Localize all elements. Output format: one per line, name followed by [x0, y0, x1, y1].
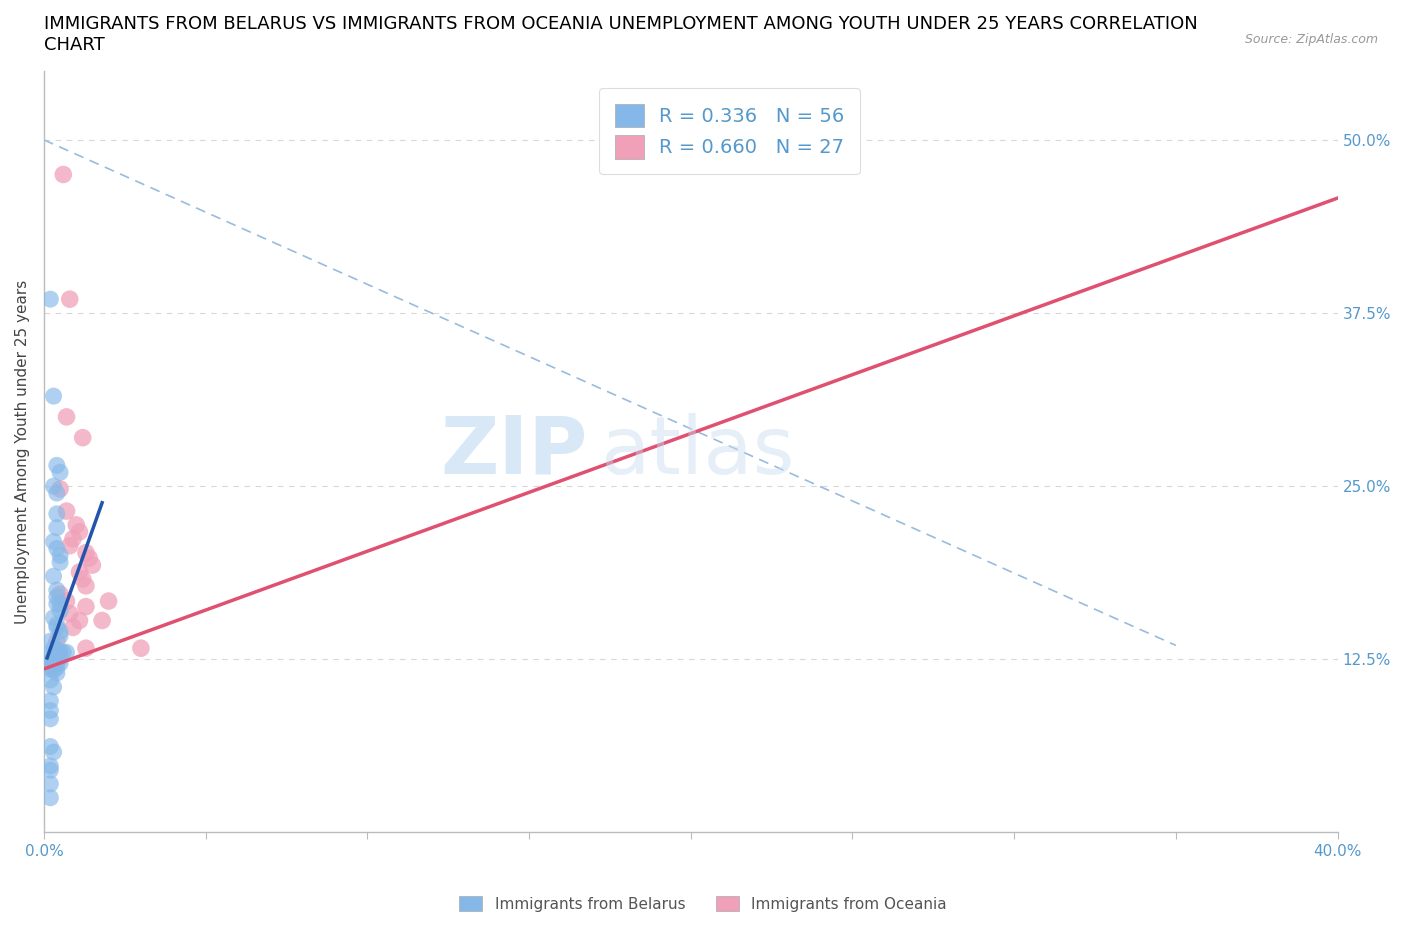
Point — [49, 624, 72, 639]
Point — [97, 593, 120, 608]
Point — [59, 538, 82, 553]
Point — [39, 655, 62, 670]
Point — [42, 479, 65, 494]
Point — [49, 596, 72, 611]
Point — [69, 565, 91, 579]
Point — [49, 650, 72, 665]
Point — [62, 620, 84, 635]
Point — [45, 485, 67, 500]
Point — [49, 604, 72, 618]
Point — [39, 739, 62, 754]
Point — [49, 656, 72, 671]
Point — [39, 759, 62, 774]
Point — [49, 548, 72, 563]
Point — [49, 644, 72, 659]
Point — [55, 504, 77, 519]
Point — [77, 551, 100, 565]
Legend: R = 0.336   N = 56, R = 0.660   N = 27: R = 0.336 N = 56, R = 0.660 N = 27 — [599, 88, 860, 174]
Point — [72, 431, 94, 445]
Point — [45, 458, 67, 472]
Point — [52, 167, 75, 182]
Point — [42, 663, 65, 678]
Text: ZIP: ZIP — [440, 413, 588, 490]
Point — [59, 606, 82, 621]
Point — [39, 292, 62, 307]
Point — [39, 647, 62, 662]
Point — [82, 558, 104, 573]
Point — [49, 587, 72, 602]
Point — [39, 703, 62, 718]
Point — [39, 694, 62, 709]
Point — [49, 629, 72, 644]
Point — [42, 745, 65, 760]
Point — [42, 658, 65, 673]
Point — [45, 642, 67, 657]
Point — [45, 660, 67, 675]
Point — [45, 520, 67, 535]
Point — [39, 763, 62, 777]
Point — [69, 613, 91, 628]
Point — [39, 711, 62, 726]
Point — [65, 517, 87, 532]
Point — [45, 618, 67, 632]
Point — [45, 590, 67, 604]
Point — [75, 578, 97, 593]
Point — [55, 593, 77, 608]
Point — [45, 582, 67, 597]
Point — [45, 649, 67, 664]
Point — [45, 666, 67, 681]
Point — [45, 541, 67, 556]
Text: atlas: atlas — [600, 413, 794, 490]
Point — [55, 644, 77, 659]
Point — [39, 661, 62, 676]
Point — [45, 507, 67, 522]
Point — [129, 641, 152, 656]
Point — [39, 777, 62, 791]
Point — [75, 641, 97, 656]
Point — [49, 465, 72, 480]
Point — [62, 531, 84, 546]
Point — [39, 658, 62, 673]
Point — [45, 656, 67, 671]
Point — [49, 555, 72, 570]
Point — [42, 656, 65, 671]
Point — [75, 545, 97, 560]
Y-axis label: Unemployment Among Youth under 25 years: Unemployment Among Youth under 25 years — [15, 279, 30, 624]
Point — [55, 409, 77, 424]
Point — [59, 292, 82, 307]
Point — [39, 672, 62, 687]
Point — [42, 649, 65, 664]
Point — [91, 613, 114, 628]
Point — [42, 610, 65, 625]
Point — [75, 599, 97, 614]
Point — [69, 525, 91, 539]
Point — [39, 790, 62, 805]
Text: IMMIGRANTS FROM BELARUS VS IMMIGRANTS FROM OCEANIA UNEMPLOYMENT AMONG YOUTH UNDE: IMMIGRANTS FROM BELARUS VS IMMIGRANTS FR… — [44, 15, 1198, 54]
Point — [45, 644, 67, 659]
Point — [52, 644, 75, 659]
Point — [72, 572, 94, 587]
Point — [45, 620, 67, 635]
Point — [49, 644, 72, 659]
Point — [49, 482, 72, 497]
Point — [39, 634, 62, 649]
Point — [42, 534, 65, 549]
Point — [42, 389, 65, 404]
Point — [45, 596, 67, 611]
Legend: Immigrants from Belarus, Immigrants from Oceania: Immigrants from Belarus, Immigrants from… — [453, 889, 953, 918]
Text: Source: ZipAtlas.com: Source: ZipAtlas.com — [1244, 33, 1378, 46]
Point — [45, 634, 67, 649]
Point — [42, 641, 65, 656]
Point — [42, 569, 65, 584]
Point — [42, 680, 65, 695]
